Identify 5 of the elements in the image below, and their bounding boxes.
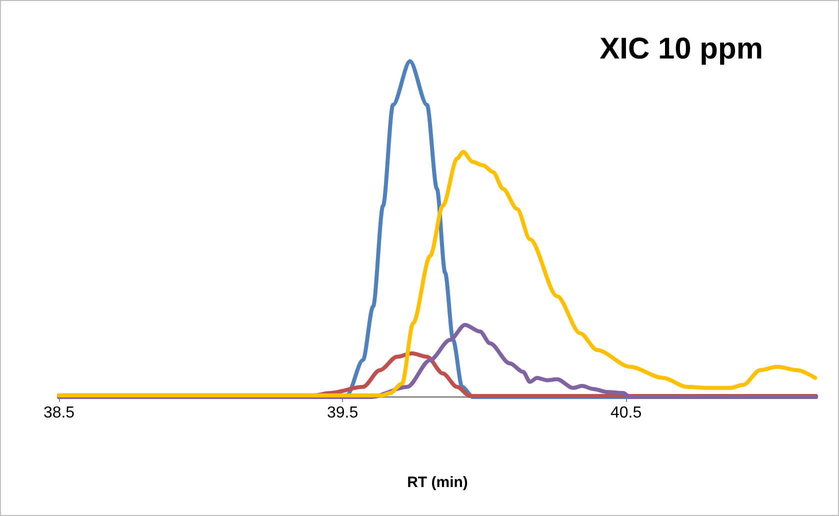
x-axis-title: RT (min) (407, 474, 468, 491)
chart-title: XIC 10 ppm (600, 32, 763, 66)
x-tick-label: 39.5 (326, 404, 358, 422)
x-tick-label: 38.5 (43, 404, 75, 422)
x-tick-label: 40.5 (610, 404, 642, 422)
